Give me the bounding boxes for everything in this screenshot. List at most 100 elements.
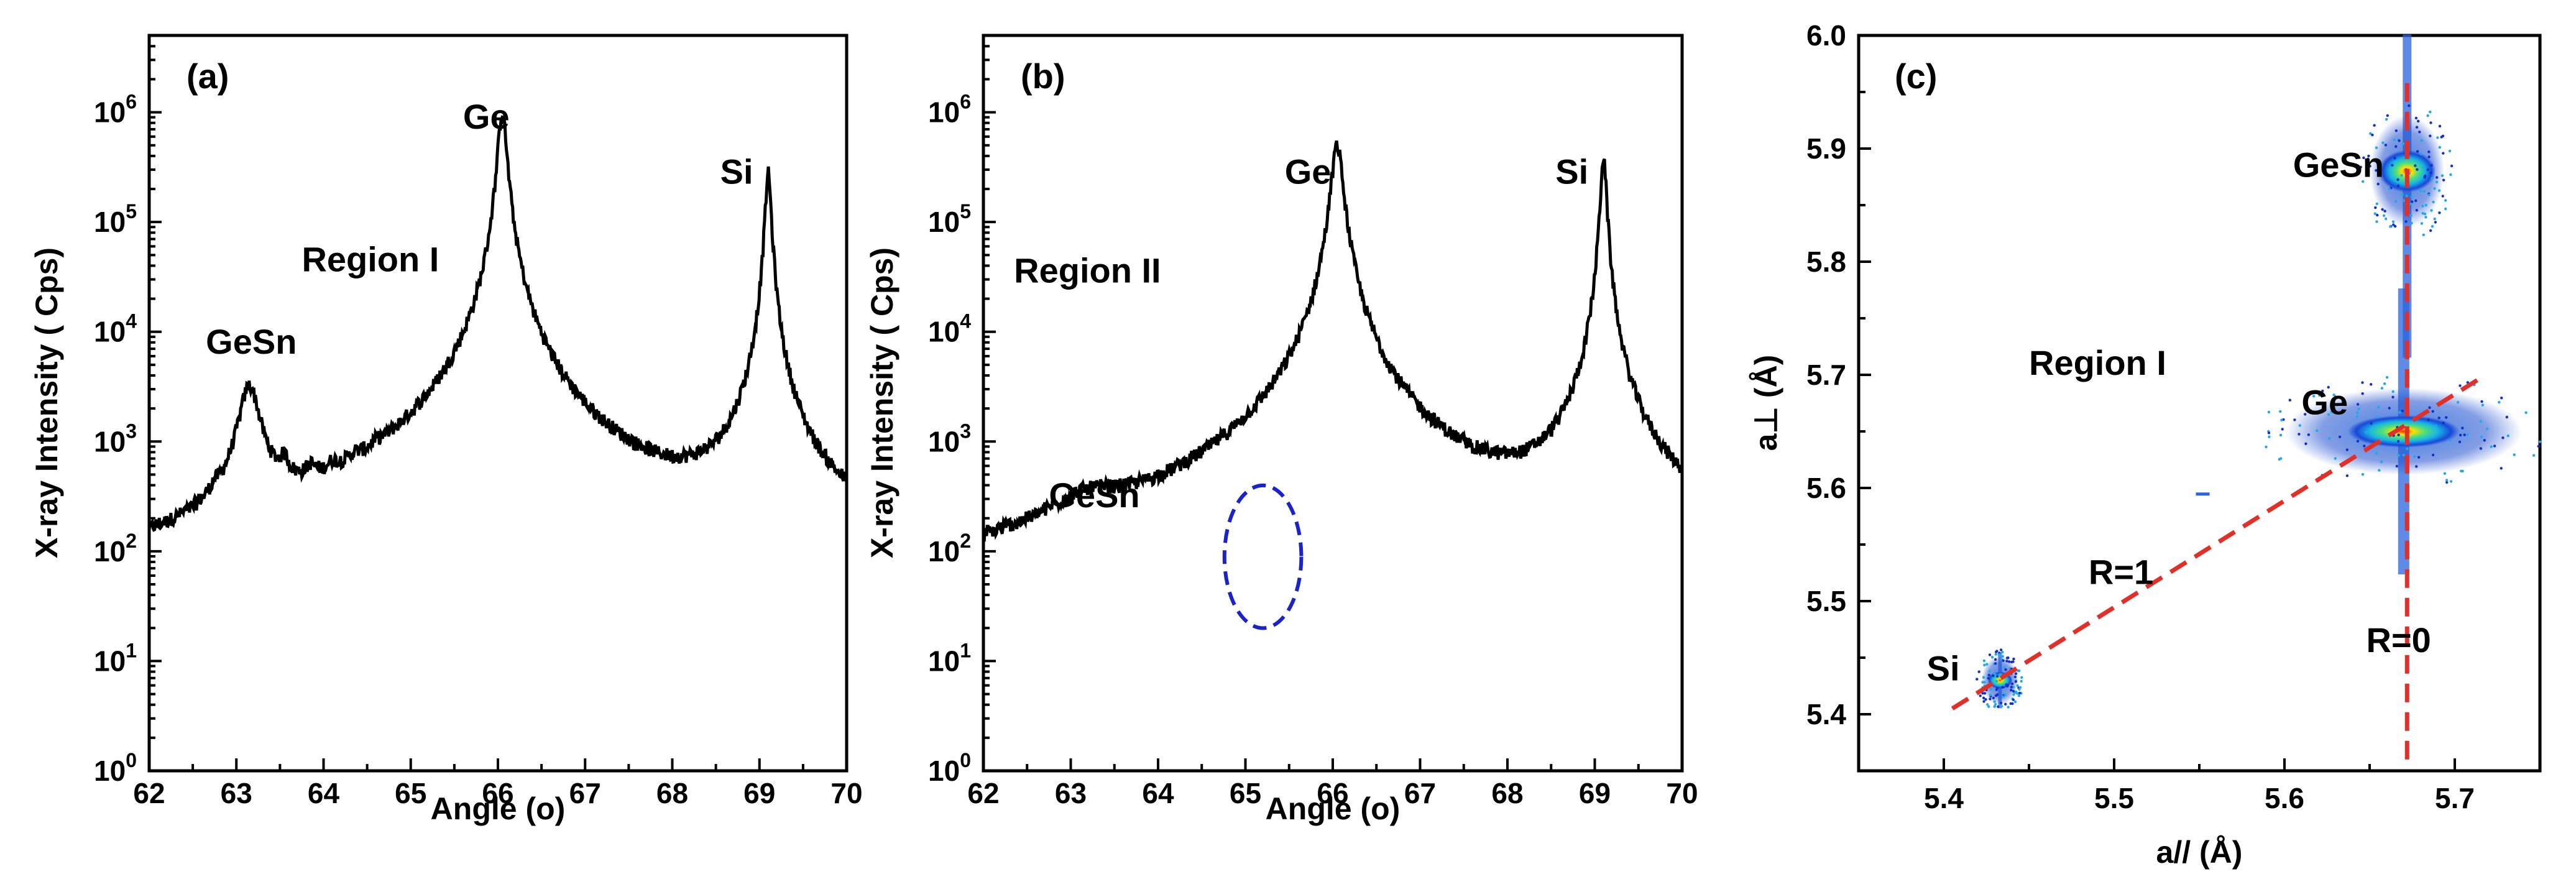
rsm-speckle xyxy=(2426,114,2429,117)
y-tick-exponent: 0 xyxy=(126,749,137,771)
rsm-speckle xyxy=(2396,184,2400,187)
y-tick-label: 6.0 xyxy=(1806,19,1846,52)
rsm-speckle xyxy=(1995,679,1999,683)
rsm-speckle xyxy=(2410,200,2414,203)
rsm-speckle xyxy=(2383,382,2386,385)
rsm-speckle xyxy=(2376,213,2379,217)
x-tick-label: 64 xyxy=(1142,777,1174,809)
rsm-speckle xyxy=(1992,672,1996,675)
rsm-speckle xyxy=(2375,146,2378,149)
panel-a-annotations: GeSn Region I Ge Si xyxy=(206,97,753,361)
rsm-speckle xyxy=(1997,705,2000,709)
rsm-speckle xyxy=(1989,688,1993,691)
rsm-speckle xyxy=(2438,211,2441,214)
panel-b-x-ticks: 62 63 64 65 66 67 68 69 70 xyxy=(967,758,1698,809)
panel-b-intensity-line xyxy=(982,140,1684,542)
annotation-label: R=1 xyxy=(2089,553,2153,592)
x-tick-label: 68 xyxy=(1491,777,1523,809)
y-tick-label: 5.8 xyxy=(1806,246,1846,278)
x-tick-label: 62 xyxy=(133,777,165,809)
y-tick-label: 100 xyxy=(94,749,137,787)
rsm-speckle xyxy=(2394,145,2398,148)
y-tick-label: 106 xyxy=(94,91,137,129)
x-tick-label: 65 xyxy=(395,777,426,809)
rsm-speckle xyxy=(1981,681,1984,684)
annotation-label: Ge xyxy=(463,97,510,136)
rsm-speckle xyxy=(2449,439,2452,442)
rsm-spot-core xyxy=(2347,415,2460,448)
rsm-speckle xyxy=(1979,694,1982,697)
rsm-speckle xyxy=(2004,668,2007,671)
rsm-speckle xyxy=(2003,666,2006,669)
rsm-speckle xyxy=(2436,176,2439,179)
annotation-label: Region I xyxy=(2029,343,2166,382)
rsm-speckle xyxy=(2405,194,2408,198)
rsm-speckle xyxy=(1994,674,1997,678)
rsm-speckle xyxy=(2279,410,2282,413)
rsm-speckle xyxy=(2463,433,2466,436)
rsm-speckle xyxy=(2421,212,2424,215)
rsm-speckle xyxy=(2427,150,2431,154)
rsm-speckle xyxy=(2532,454,2536,457)
rsm-speckle xyxy=(2442,152,2445,155)
y-tick-label: 105 xyxy=(94,200,137,238)
y-tick-base: 10 xyxy=(94,316,126,348)
rsm-speckle xyxy=(2537,444,2540,448)
panel-a-label: (a) xyxy=(186,57,229,96)
rsm-speckle xyxy=(2370,422,2373,425)
rsm-speckle xyxy=(2010,686,2013,689)
rsm-speckle xyxy=(2382,214,2386,217)
annotation-label: GeSn xyxy=(1049,476,1139,515)
rsm-speckle xyxy=(2368,165,2371,168)
x-tick-label: 5.4 xyxy=(1924,782,1964,814)
rsm-speckle xyxy=(2449,173,2452,177)
rsm-speckle xyxy=(1977,670,1980,673)
panel-a-x-axis-title: Angle (o) xyxy=(431,791,566,826)
panel-c-x-ticks: 5.4 5.5 5.6 5.7 xyxy=(1924,758,2475,814)
rsm-speckle xyxy=(2280,418,2283,421)
rsm-speckle xyxy=(2330,410,2333,413)
rsm-speckle xyxy=(2378,469,2381,472)
rsm-speckle xyxy=(2402,157,2405,160)
rsm-speckle xyxy=(2483,439,2486,442)
rsm-speckle xyxy=(2356,411,2359,415)
rsm-speckle xyxy=(1992,674,1995,678)
y-tick-label: 5.4 xyxy=(1806,698,1846,730)
rsm-speckle xyxy=(2395,464,2398,468)
y-tick-base: 10 xyxy=(928,755,960,787)
rsm-speckle xyxy=(2017,694,2021,697)
rsm-speckle xyxy=(1996,693,1999,696)
rsm-speckle xyxy=(2312,395,2316,398)
rsm-speckle xyxy=(2434,425,2437,428)
rsm-speckle xyxy=(2345,448,2348,451)
rsm-speckle xyxy=(2012,693,2015,696)
rsm-speckle xyxy=(1983,681,1986,684)
rsm-speckle xyxy=(1982,700,1985,703)
y-tick-label: 101 xyxy=(94,639,137,677)
rsm-speckle xyxy=(2428,406,2431,409)
rsm-speckle xyxy=(2355,415,2358,418)
rsm-speckle xyxy=(2000,704,2003,708)
rsm-speckle xyxy=(2001,686,2004,689)
rsm-speckle xyxy=(2001,695,2005,698)
y-tick-label: 5.9 xyxy=(1806,132,1846,165)
rsm-speckle xyxy=(2375,169,2378,172)
rsm-speckle xyxy=(1999,648,2003,651)
rsm-speckle xyxy=(2524,411,2528,414)
rsm-speckle xyxy=(2444,207,2447,211)
panel-c-y-axis-title: a⊥ (Å) xyxy=(1749,355,1783,451)
rsm-speckle xyxy=(1983,692,1987,695)
rsm-speckle xyxy=(2001,650,2004,654)
rsm-speckle xyxy=(2391,163,2394,167)
rsm-speckle xyxy=(2391,220,2395,223)
rsm-speckle xyxy=(2408,104,2411,108)
y-tick-label: 103 xyxy=(928,420,971,458)
y-tick-base: 10 xyxy=(94,535,126,568)
rsm-speckle xyxy=(2480,400,2483,403)
rsm-speckle xyxy=(2409,202,2413,206)
rsm-speckle xyxy=(2404,220,2408,223)
rsm-speckle xyxy=(2386,114,2389,117)
rsm-speckle xyxy=(2424,216,2427,219)
rsm-speckle xyxy=(2389,225,2392,228)
y-tick-base: 10 xyxy=(928,316,960,348)
